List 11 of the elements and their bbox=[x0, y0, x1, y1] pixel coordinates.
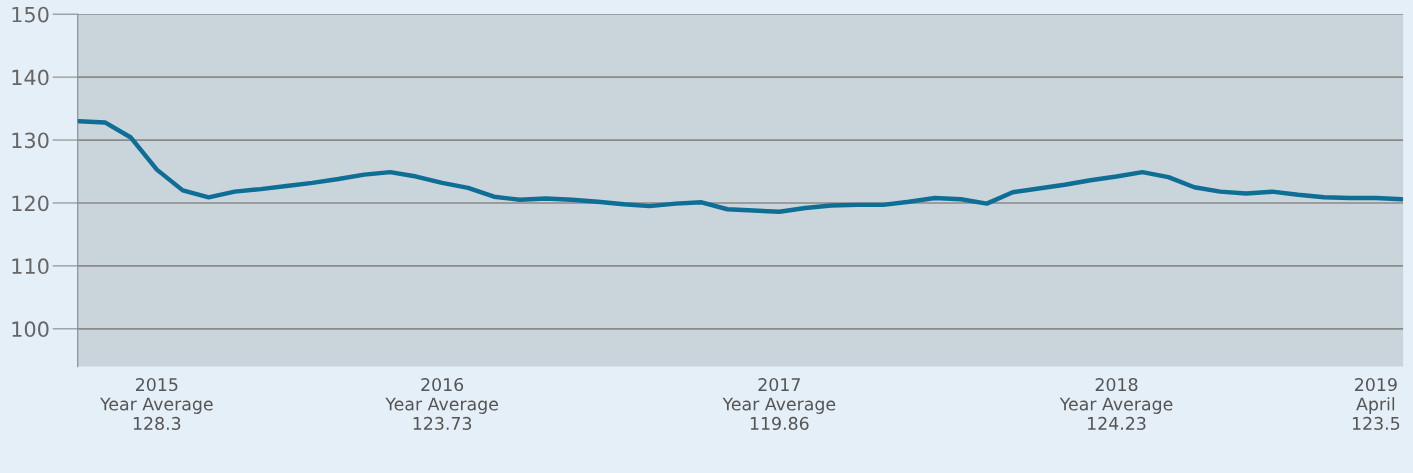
x-tick-label: 2018 Year Average 124.23 bbox=[1059, 377, 1173, 431]
y-tick-label: 130 bbox=[12, 132, 49, 149]
y-tick-label: 110 bbox=[12, 258, 49, 275]
y-tick-label: 150 bbox=[12, 6, 49, 23]
y-tick-label: 140 bbox=[12, 69, 49, 86]
x-tick-label: 2016 Year Average 123.73 bbox=[385, 377, 498, 431]
x-tick-label: 2019 April 123.5 bbox=[1352, 377, 1400, 431]
x-tick-label: 2015 Year Average 128.3 bbox=[100, 377, 213, 431]
x-tick-label: 2017 Year Average 119.86 bbox=[722, 377, 836, 431]
y-tick-label: 100 bbox=[12, 321, 49, 338]
y-tick-label: 120 bbox=[12, 195, 49, 212]
